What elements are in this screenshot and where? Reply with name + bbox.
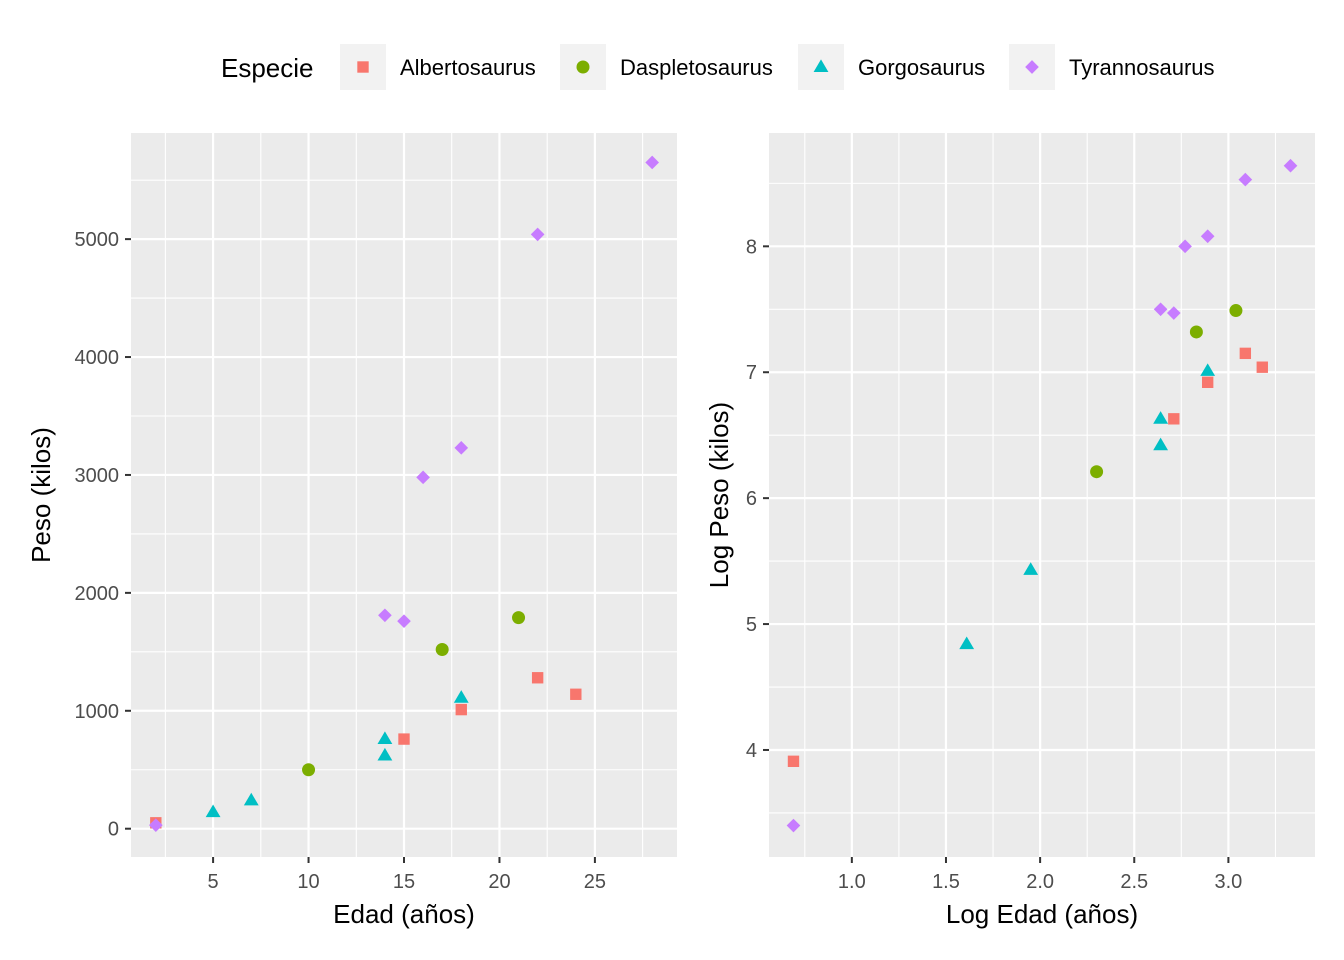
- x-axis-title: Log Edad (años): [946, 899, 1138, 929]
- y-axis-title: Log Peso (kilos): [704, 402, 734, 588]
- point-albertosaurus: [1168, 413, 1180, 425]
- point-albertosaurus: [531, 672, 544, 684]
- legend-marker-albertosaurus: [357, 61, 369, 73]
- grid-lines: [769, 133, 1315, 857]
- point-tyrannosaurus: [645, 155, 660, 170]
- point-gorgosaurus: [1023, 562, 1039, 575]
- x-tick-label: 2.5: [1120, 871, 1148, 893]
- legend-title: Especie: [221, 53, 314, 83]
- panel-edad-peso: 5 10 15 20 25 0 1000 2000 3000 4000 5000 Edad (añ…: [26, 133, 677, 929]
- data-points: [148, 155, 660, 832]
- point-gorgosaurus: [205, 804, 221, 818]
- point-tyrannosaurus: [1166, 306, 1181, 320]
- point-tyrannosaurus: [416, 470, 430, 485]
- y-tick-label: 1000: [75, 701, 120, 723]
- y-tick-label: 6: [746, 488, 757, 510]
- y-tick-label: 2000: [75, 583, 120, 605]
- point-tyrannosaurus: [1153, 302, 1168, 317]
- point-gorgosaurus: [1153, 411, 1169, 424]
- point-gorgosaurus: [243, 792, 259, 806]
- point-tyrannosaurus: [1238, 172, 1253, 187]
- point-albertosaurus: [1256, 361, 1268, 373]
- point-tyrannosaurus: [786, 818, 801, 833]
- legend-marker-daspletosaurus: [576, 60, 590, 74]
- y-axis-ticks: 4 5 6 7 8: [746, 236, 769, 762]
- point-tyrannosaurus: [530, 227, 545, 242]
- y-tick-label: 4000: [75, 347, 120, 369]
- y-axis-title: Peso (kilos): [26, 427, 56, 563]
- legend: Especie Albertosaurus Daspletosaurus Gorgo…: [221, 44, 1215, 90]
- y-tick-label: 0: [108, 819, 119, 841]
- x-axis-ticks: 1.0 1.5 2.0 2.5 3.0: [838, 857, 1242, 893]
- x-tick-label: 1.5: [932, 871, 960, 893]
- point-albertosaurus: [1239, 347, 1252, 360]
- point-albertosaurus: [787, 755, 800, 767]
- plot-background: [769, 133, 1315, 857]
- point-albertosaurus: [1201, 376, 1214, 388]
- x-axis-ticks: 5 10 15 20 25: [208, 857, 606, 893]
- point-albertosaurus: [570, 688, 582, 700]
- x-tick-label: 2.0: [1026, 871, 1054, 893]
- point-daspletosaurus: [1189, 325, 1203, 339]
- y-tick-label: 3000: [75, 465, 120, 487]
- legend-marker-gorgosaurus: [813, 59, 829, 72]
- point-tyrannosaurus: [1200, 229, 1215, 244]
- point-tyrannosaurus: [397, 614, 411, 628]
- point-tyrannosaurus: [148, 818, 163, 832]
- y-tick-label: 5: [746, 614, 757, 636]
- point-gorgosaurus: [1200, 363, 1216, 376]
- point-tyrannosaurus: [378, 608, 392, 623]
- point-gorgosaurus: [377, 747, 393, 761]
- point-gorgosaurus: [453, 690, 469, 703]
- x-tick-label: 1.0: [838, 871, 866, 893]
- point-daspletosaurus: [302, 763, 316, 777]
- y-tick-label: 5000: [75, 229, 120, 251]
- point-gorgosaurus: [1153, 437, 1169, 451]
- y-tick-label: 7: [746, 362, 757, 384]
- x-tick-label: 25: [584, 871, 606, 893]
- x-axis-title: Edad (años): [333, 899, 475, 929]
- point-daspletosaurus: [1229, 304, 1243, 318]
- point-tyrannosaurus: [454, 441, 469, 455]
- point-gorgosaurus: [959, 636, 975, 650]
- x-tick-label: 3.0: [1214, 871, 1242, 893]
- point-albertosaurus: [398, 733, 410, 745]
- x-tick-label: 15: [393, 871, 415, 893]
- point-daspletosaurus: [435, 642, 449, 656]
- y-axis-ticks: 0 1000 2000 3000 4000 5000: [75, 229, 131, 841]
- legend-label-tyrannosaurus: Tyrannosaurus: [1069, 55, 1215, 80]
- data-points: [786, 158, 1298, 833]
- point-albertosaurus: [455, 703, 467, 716]
- x-tick-label: 5: [208, 871, 219, 893]
- legend-label-albertosaurus: Albertosaurus: [400, 55, 536, 80]
- point-tyrannosaurus: [1283, 158, 1298, 173]
- x-tick-label: 10: [297, 871, 319, 893]
- y-tick-label: 8: [746, 236, 757, 258]
- legend-marker-tyrannosaurus: [1025, 60, 1039, 74]
- panel-log-edad-log-peso: 1.0 1.5 2.0 2.5 3.0 4 5 6 7 8 Log Edad (años) Lo…: [704, 133, 1315, 929]
- point-gorgosaurus: [377, 731, 393, 745]
- x-tick-label: 20: [488, 871, 510, 893]
- grid-lines: [131, 133, 677, 857]
- y-tick-label: 4: [746, 740, 757, 762]
- point-tyrannosaurus: [1178, 239, 1192, 254]
- point-daspletosaurus: [1090, 465, 1104, 479]
- point-daspletosaurus: [512, 611, 526, 625]
- legend-label-gorgosaurus: Gorgosaurus: [858, 55, 985, 80]
- legend-label-daspletosaurus: Daspletosaurus: [620, 55, 773, 80]
